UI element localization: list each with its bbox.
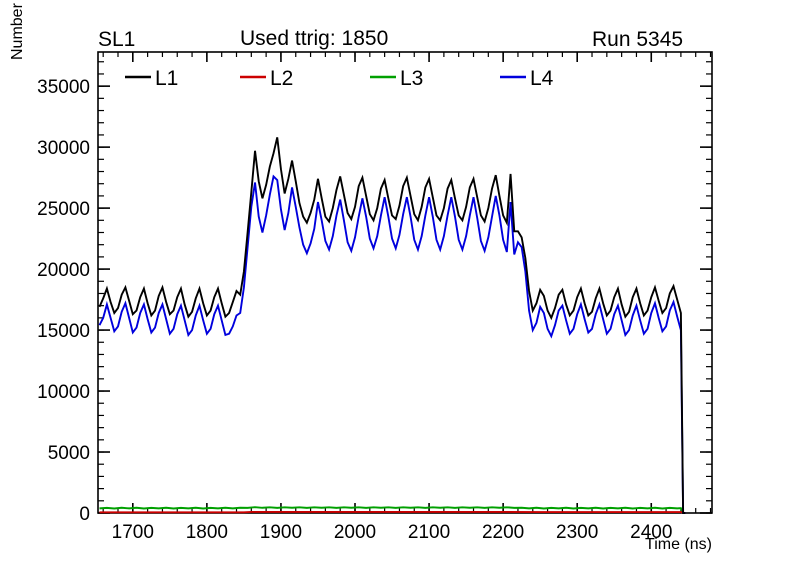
y-tick-label: 15000: [37, 321, 90, 342]
header-left-label: SL1: [98, 28, 136, 51]
x-tick-label: 2000: [334, 522, 376, 543]
y-tick-label: 30000: [37, 138, 90, 159]
series-line-l3: [99, 506, 686, 514]
x-tick-label: 1700: [112, 522, 154, 543]
y-tick-label: 25000: [37, 199, 90, 220]
y-axis-title: Number of digis: [9, 0, 26, 60]
header-right-label: Run 5345: [592, 28, 684, 51]
legend-label-l2: L2: [270, 67, 293, 90]
plot-frame: [97, 51, 713, 514]
x-tick-label: 2200: [482, 522, 524, 543]
x-tick-label: 1800: [186, 522, 228, 543]
y-tick-label: 35000: [37, 77, 90, 98]
x-axis-title: Time (ns): [645, 536, 712, 553]
legend-label-l4: L4: [530, 67, 554, 90]
series-line-l2: [99, 510, 686, 514]
x-tick-label: 2300: [556, 522, 598, 543]
legend-label-l1: L1: [155, 67, 178, 90]
header-center-label: Used ttrig: 1850: [240, 27, 389, 50]
y-tick-label: 10000: [37, 382, 90, 403]
series-line-l4: [98, 174, 686, 514]
y-tick-label: 20000: [37, 260, 90, 281]
x-tick-label: 2400: [630, 522, 672, 543]
x-tick-label: 2100: [408, 522, 450, 543]
x-tick-label: 1900: [260, 522, 302, 543]
legend-label-l3: L3: [400, 67, 423, 90]
series-line-l1: [98, 137, 686, 514]
y-tick-label: 0: [79, 504, 90, 525]
y-tick-label: 5000: [48, 443, 90, 464]
